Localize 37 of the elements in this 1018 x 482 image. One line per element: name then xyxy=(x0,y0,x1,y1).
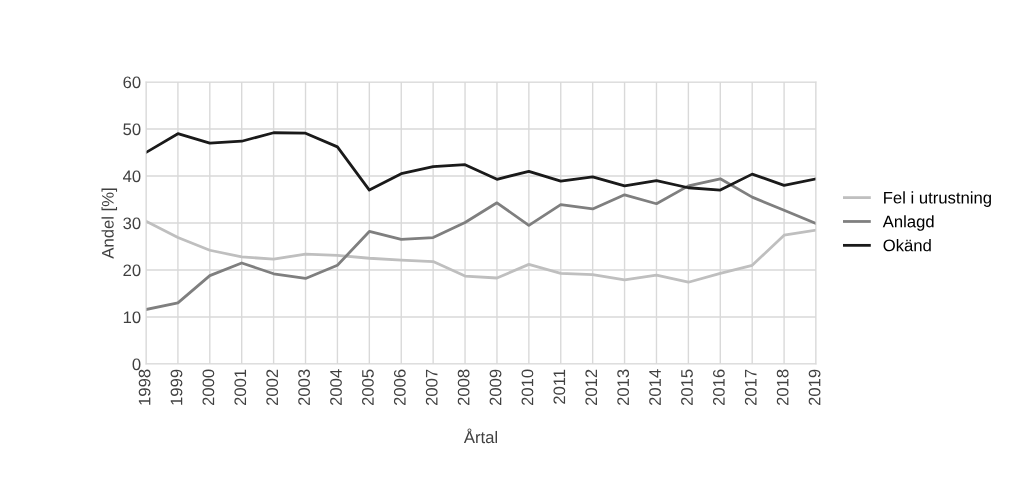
y-tick-label: 50 xyxy=(123,123,141,136)
x-tick-label: 2002 xyxy=(266,369,279,406)
x-tick-label: 2017 xyxy=(744,369,757,406)
y-tick-label: 0 xyxy=(132,358,141,371)
x-tick-label: 2005 xyxy=(362,369,374,406)
y-tick-label: 30 xyxy=(123,217,141,230)
x-tick-label: 2016 xyxy=(712,369,725,406)
line-series xyxy=(146,131,816,192)
line-series xyxy=(146,177,816,311)
x-tick-label: 2010 xyxy=(521,369,534,406)
x-tick-label: 2014 xyxy=(649,369,661,406)
x-tick-label: 2001 xyxy=(234,369,247,406)
y-tick-label: 10 xyxy=(123,311,141,324)
legend-label: Okänd xyxy=(883,239,931,252)
line-series xyxy=(146,219,816,284)
x-tick-label: 2011 xyxy=(553,369,566,404)
x-tick-label: 1998 xyxy=(138,369,151,405)
x-tick-label: 2018 xyxy=(776,369,789,406)
y-tick-label: 20 xyxy=(123,264,141,277)
x-tick-label: 2006 xyxy=(393,369,406,406)
x-tick-label: 2000 xyxy=(202,369,215,406)
y-tick-label: 40 xyxy=(122,170,141,183)
x-tick-label: 2004 xyxy=(330,369,342,406)
x-tick-label: 2019 xyxy=(808,369,821,406)
y-tick-label: 60 xyxy=(123,76,141,89)
y-axis-title: Andel [%] xyxy=(101,188,118,259)
x-tick-label: 2008 xyxy=(457,369,470,406)
legend-label: Fel i utrustning xyxy=(884,191,991,207)
x-tick-label: 2009 xyxy=(489,369,502,406)
x-axis-title: Årtal xyxy=(463,428,498,444)
x-tick-label: 1999 xyxy=(170,369,183,405)
legend-label: Anlagd xyxy=(882,215,934,231)
x-tick-label: 2007 xyxy=(425,369,438,406)
x-tick-label: 2015 xyxy=(681,369,693,406)
x-tick-label: 2012 xyxy=(585,369,598,406)
x-tick-label: 2013 xyxy=(617,369,630,406)
x-tick-label: 2003 xyxy=(298,369,310,406)
